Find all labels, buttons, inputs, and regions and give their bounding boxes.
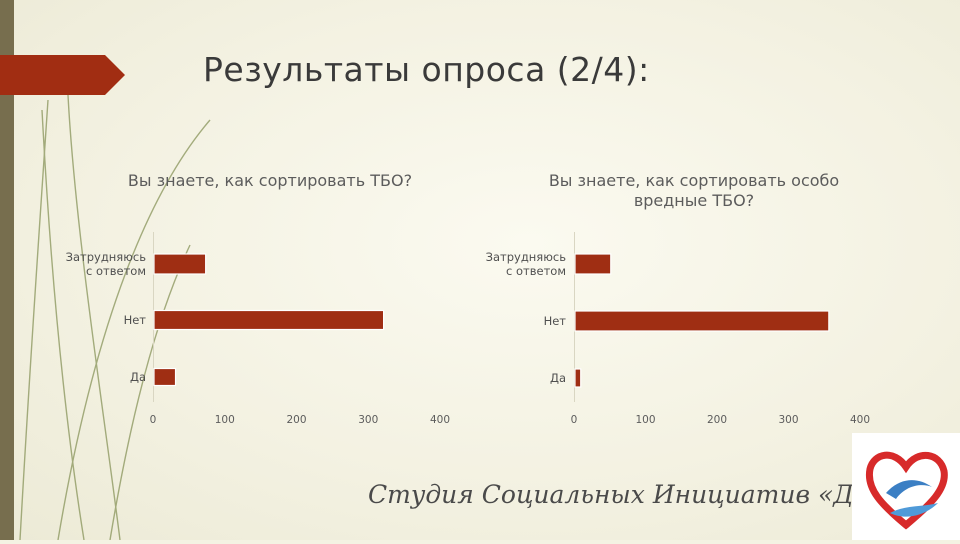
tick-label: 300 — [358, 414, 378, 426]
page-title: Результаты опроса (2/4): — [203, 50, 650, 89]
tick-label: 200 — [707, 414, 727, 426]
studio-name: Студия Социальных Инициатив «Данко» — [368, 480, 931, 509]
tick-label: 100 — [635, 414, 655, 426]
category-label: Затрудняюсь с ответом — [486, 250, 567, 278]
heart-logo-icon — [865, 451, 948, 530]
tick-label: 400 — [850, 414, 870, 426]
tick-label: 400 — [430, 414, 450, 426]
category-label: Да — [130, 370, 146, 384]
bar — [153, 253, 207, 275]
chart-sort-tbo: Вы знаете, как сортировать ТБО? Затрудняю… — [66, 171, 450, 426]
chart-title: Вы знаете, как сортировать ТБО? — [128, 171, 412, 190]
bar — [153, 309, 385, 331]
chart-sort-hazardous-tbo: Вы знаете, как сортировать особо вредные … — [486, 171, 870, 426]
tick-label: 0 — [571, 414, 578, 426]
title-arrow-shape — [0, 55, 125, 95]
bar — [153, 367, 177, 387]
tick-label: 100 — [215, 414, 235, 426]
tick-label: 200 — [286, 414, 306, 426]
category-label: Нет — [544, 314, 567, 328]
tick-label: 300 — [778, 414, 798, 426]
category-label: Затрудняюсь с ответом — [66, 250, 147, 278]
chart-title: Вы знаете, как сортировать особо вредные … — [549, 171, 839, 210]
bar — [574, 368, 582, 388]
bar — [574, 310, 830, 332]
tick-label: 0 — [150, 414, 157, 426]
danko-logo — [852, 433, 960, 540]
category-label: Нет — [124, 313, 147, 327]
bar — [574, 253, 612, 275]
category-label: Да — [550, 371, 566, 385]
left-accent-strip — [0, 0, 14, 540]
